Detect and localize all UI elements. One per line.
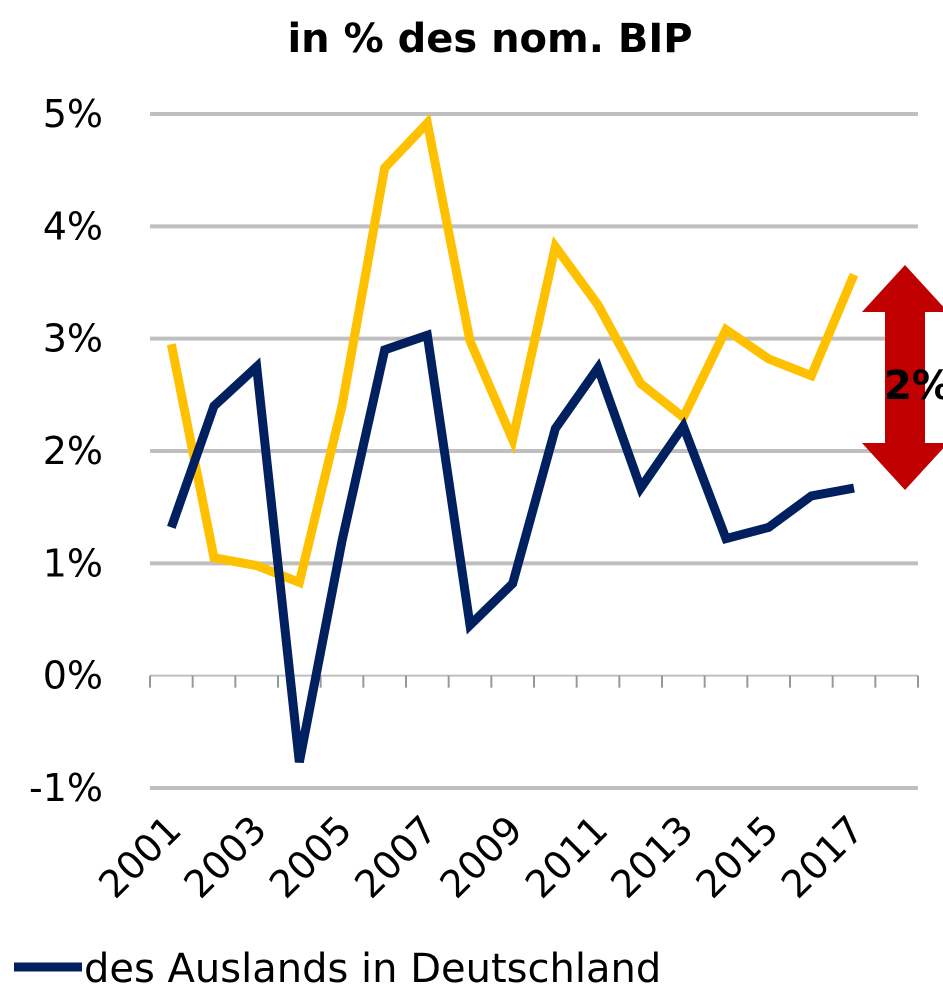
x-tick-label: 2011 [517, 807, 617, 907]
y-tick-label: -1% [29, 766, 103, 810]
line-series [166, 113, 859, 589]
x-tick-label: 2003 [176, 807, 276, 907]
y-tick-label: 5% [43, 92, 103, 136]
annotation-arrow [862, 265, 943, 490]
x-tick-label: 2017 [773, 807, 873, 907]
y-tick-label: 1% [43, 541, 103, 585]
x-tick-label: 2001 [90, 807, 190, 907]
line-series [167, 329, 855, 764]
y-tick-label: 2% [43, 429, 103, 473]
legend-label: des Auslands in Deutschland [84, 946, 661, 989]
x-tick-label: 2005 [261, 807, 361, 907]
x-tick-label: 2013 [602, 807, 702, 907]
x-tick-label: 2009 [432, 807, 532, 907]
x-tick-label: 2015 [688, 807, 788, 907]
y-tick-label: 4% [43, 204, 103, 248]
y-tick-label: 3% [43, 317, 103, 361]
chart-title: in % des nom. BIP [287, 16, 692, 62]
annotation: 2% [884, 363, 943, 409]
y-tick-label: 0% [43, 654, 103, 698]
x-tick-label: 2007 [346, 807, 446, 907]
